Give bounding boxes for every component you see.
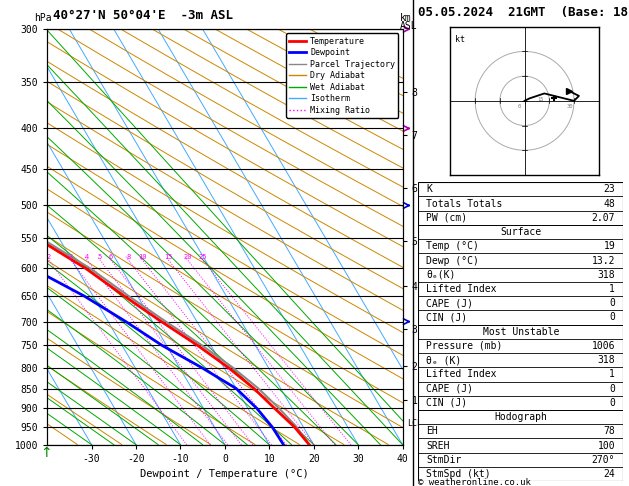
- Text: SREH: SREH: [426, 440, 450, 451]
- Text: ↑: ↑: [40, 446, 52, 460]
- Text: 30: 30: [567, 104, 573, 109]
- Text: CIN (J): CIN (J): [426, 312, 467, 323]
- Text: 24: 24: [603, 469, 615, 479]
- Text: 0: 0: [610, 398, 615, 408]
- Text: 19: 19: [603, 241, 615, 251]
- Text: 25: 25: [198, 254, 207, 260]
- Text: 0: 0: [610, 312, 615, 323]
- Text: CAPE (J): CAPE (J): [426, 383, 474, 394]
- Text: 0: 0: [610, 298, 615, 308]
- Text: Lifted Index: Lifted Index: [426, 369, 497, 380]
- Text: 3: 3: [69, 254, 72, 260]
- Text: Surface: Surface: [500, 227, 542, 237]
- Text: 318: 318: [598, 270, 615, 280]
- Text: 15: 15: [537, 97, 543, 102]
- Text: Hodograph: Hodograph: [494, 412, 547, 422]
- Text: CAPE (J): CAPE (J): [426, 298, 474, 308]
- Text: Lifted Index: Lifted Index: [426, 284, 497, 294]
- Text: 0: 0: [610, 383, 615, 394]
- Text: K: K: [426, 184, 432, 194]
- Text: StmSpd (kt): StmSpd (kt): [426, 469, 491, 479]
- Text: 0: 0: [517, 104, 520, 109]
- Text: 20: 20: [183, 254, 192, 260]
- Legend: Temperature, Dewpoint, Parcel Trajectory, Dry Adiabat, Wet Adiabat, Isotherm, Mi: Temperature, Dewpoint, Parcel Trajectory…: [286, 34, 398, 118]
- Text: hPa: hPa: [35, 13, 52, 23]
- Text: 48: 48: [603, 199, 615, 208]
- Text: 8: 8: [126, 254, 130, 260]
- Text: 15: 15: [164, 254, 172, 260]
- Text: LCL: LCL: [407, 419, 421, 428]
- Text: Dewp (°C): Dewp (°C): [426, 256, 479, 265]
- Text: 5: 5: [97, 254, 102, 260]
- Text: StmDir: StmDir: [426, 455, 462, 465]
- Text: 10: 10: [138, 254, 147, 260]
- Text: θₑ (K): θₑ (K): [426, 355, 462, 365]
- Text: 100: 100: [598, 440, 615, 451]
- FancyBboxPatch shape: [418, 182, 623, 481]
- Text: © weatheronline.co.uk: © weatheronline.co.uk: [418, 478, 531, 486]
- Text: km: km: [399, 13, 411, 23]
- Text: Pressure (mb): Pressure (mb): [426, 341, 503, 351]
- Text: 1: 1: [610, 284, 615, 294]
- Text: 318: 318: [598, 355, 615, 365]
- Text: 05.05.2024  21GMT  (Base: 18): 05.05.2024 21GMT (Base: 18): [418, 5, 629, 18]
- Text: 4: 4: [85, 254, 89, 260]
- Text: 23: 23: [603, 184, 615, 194]
- Text: 78: 78: [603, 426, 615, 436]
- Text: EH: EH: [426, 426, 438, 436]
- Text: CIN (J): CIN (J): [426, 398, 467, 408]
- Text: Most Unstable: Most Unstable: [482, 327, 559, 337]
- Text: 2: 2: [46, 254, 50, 260]
- X-axis label: Dewpoint / Temperature (°C): Dewpoint / Temperature (°C): [140, 469, 309, 479]
- Y-axis label: Mixing Ratio (g/kg): Mixing Ratio (g/kg): [420, 181, 430, 293]
- Text: PW (cm): PW (cm): [426, 213, 467, 223]
- Text: ASL: ASL: [399, 21, 417, 31]
- Text: 13.2: 13.2: [592, 256, 615, 265]
- Text: 1: 1: [610, 369, 615, 380]
- Text: θₑ(K): θₑ(K): [426, 270, 456, 280]
- Text: 270°: 270°: [592, 455, 615, 465]
- Text: 40°27'N 50°04'E  -3m ASL: 40°27'N 50°04'E -3m ASL: [53, 9, 233, 22]
- Text: 1006: 1006: [592, 341, 615, 351]
- Text: 2.07: 2.07: [592, 213, 615, 223]
- Text: kt: kt: [455, 35, 465, 44]
- Text: 6: 6: [108, 254, 113, 260]
- Text: Totals Totals: Totals Totals: [426, 199, 503, 208]
- Text: Temp (°C): Temp (°C): [426, 241, 479, 251]
